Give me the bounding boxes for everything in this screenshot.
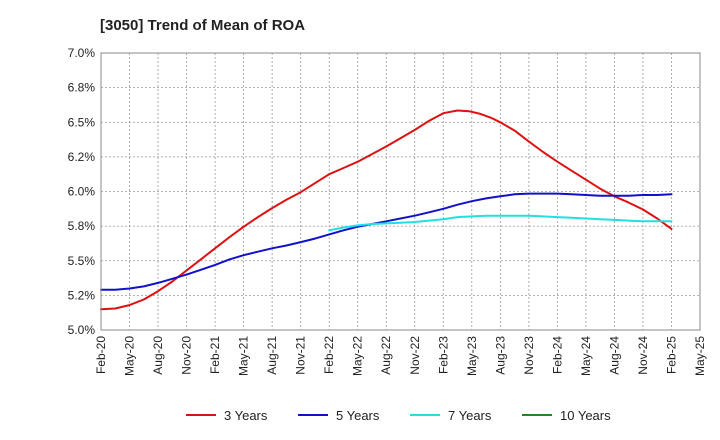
legend-label: 5 Years — [336, 408, 380, 423]
legend: 3 Years 5 Years 7 Years 10 Years — [186, 408, 611, 423]
x-tick-label: Aug-20 — [151, 336, 165, 375]
x-tick-label: Aug-22 — [379, 336, 393, 375]
legend-label: 10 Years — [560, 408, 611, 423]
x-tick-label: May-25 — [693, 336, 707, 376]
y-axis-ticks: 5.0% 5.2% 5.5% 5.8% 6.0% 6.2% 6.5% 6.8% 7.0% — [68, 46, 96, 337]
y-tick-label: 6.5% — [68, 115, 96, 129]
x-tick-label: May-21 — [237, 336, 251, 376]
y-tick-label: 5.2% — [68, 288, 96, 302]
x-tick-label: May-20 — [123, 336, 137, 376]
x-tick-label: Feb-20 — [94, 336, 108, 374]
x-tick-label: Feb-23 — [436, 336, 450, 374]
chart-title: [3050] Trend of Mean of ROA — [100, 17, 305, 34]
legend-label: 7 Years — [448, 408, 492, 423]
x-tick-label: Nov-21 — [294, 336, 308, 375]
x-tick-label: Aug-24 — [607, 336, 621, 375]
x-tick-label: May-24 — [579, 336, 593, 376]
series-line-7-years — [328, 214, 673, 232]
plot-area — [101, 53, 700, 330]
x-tick-label: Nov-22 — [408, 336, 422, 375]
x-tick-label: Nov-20 — [180, 336, 194, 375]
y-tick-label: 5.0% — [68, 323, 96, 337]
series-lines — [100, 109, 673, 311]
y-tick-label: 6.8% — [68, 81, 96, 95]
legend-label: 3 Years — [224, 408, 268, 423]
x-tick-label: Feb-25 — [664, 336, 678, 374]
series-line-3-years — [100, 109, 673, 311]
plot-border — [100, 52, 701, 331]
y-tick-label: 6.0% — [68, 185, 96, 199]
y-tick-label: 7.0% — [68, 46, 96, 60]
y-tick-label: 5.5% — [68, 254, 96, 268]
x-tick-label: May-23 — [465, 336, 479, 376]
series-line-5-years — [100, 192, 673, 291]
x-tick-label: Aug-23 — [493, 336, 507, 375]
y-tick-label: 6.2% — [68, 150, 96, 164]
y-tick-label: 5.8% — [68, 219, 96, 233]
x-tick-label: Feb-22 — [322, 336, 336, 374]
x-axis-ticks: Feb-20 May-20 Aug-20 Nov-20 Feb-21 May-21 Aug-… — [94, 336, 707, 376]
x-tick-label: Nov-23 — [522, 336, 536, 375]
x-tick-label: Feb-21 — [208, 336, 222, 374]
x-tick-label: Nov-24 — [636, 336, 650, 375]
x-tick-label: May-22 — [351, 336, 365, 376]
x-tick-label: Aug-21 — [265, 336, 279, 375]
x-tick-label: Feb-24 — [550, 336, 564, 374]
